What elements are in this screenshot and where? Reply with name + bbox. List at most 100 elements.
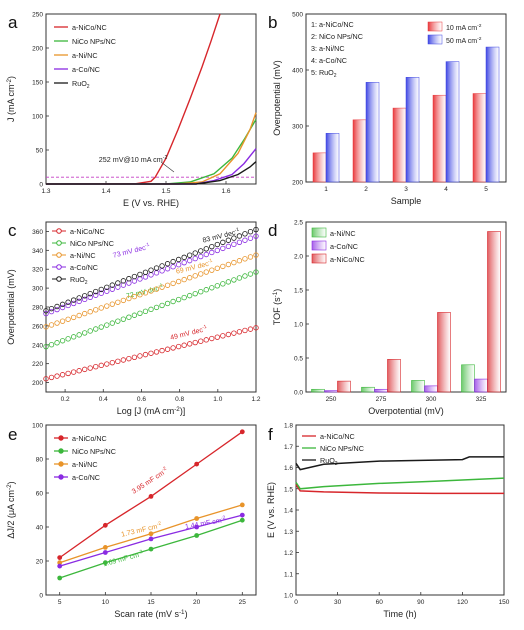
data-point	[170, 264, 176, 270]
panel-d: d 0.0 0.5 1.0 1.5 2.0 2.5 250 275 300 325 a-Ni/NC a-…	[268, 220, 507, 416]
data-point	[186, 257, 193, 264]
series-line	[295, 456, 504, 471]
y-tick-label: 1.2	[284, 550, 293, 557]
data-point	[43, 310, 49, 317]
x-axis-label: Overpotential (mV)	[368, 406, 444, 416]
data-point	[214, 334, 221, 340]
data-point	[231, 235, 237, 241]
panel-letter: c	[8, 221, 17, 240]
y-tick-label: 40	[36, 525, 44, 532]
panel-letter: b	[268, 13, 277, 32]
data-point	[87, 294, 93, 301]
y-axis-label: ΔJ/2 (μA cm-2)	[6, 481, 16, 538]
y-tick-label: 1.0	[294, 322, 303, 329]
x-tick-label: 20	[193, 599, 201, 606]
y-tick-label: 100	[32, 114, 43, 121]
data-point	[175, 261, 182, 268]
data-point	[203, 337, 209, 343]
data-point	[87, 290, 93, 297]
panel-letter: e	[8, 425, 17, 444]
data-point	[153, 286, 160, 292]
data-point	[81, 293, 88, 299]
data-point	[131, 278, 138, 284]
data-point	[153, 270, 160, 276]
panel-letter: d	[268, 221, 277, 240]
data-point	[98, 324, 104, 330]
data-point	[148, 494, 154, 499]
data-point	[181, 342, 187, 348]
bar	[324, 390, 338, 393]
legend-label: RuO2	[70, 275, 88, 286]
x-tick-label: 0.8	[175, 396, 184, 403]
data-point	[76, 298, 82, 305]
data-point	[126, 314, 132, 320]
x-tick-label: 0.6	[137, 396, 146, 403]
x-tick-label: 4	[444, 186, 448, 193]
data-point	[148, 350, 154, 356]
legend-marker	[58, 474, 64, 480]
data-point	[76, 368, 82, 374]
data-point	[159, 302, 165, 309]
y-tick-label: 300	[292, 124, 303, 131]
data-point	[153, 349, 160, 355]
data-point	[170, 298, 176, 305]
y-tick-label: 300	[32, 286, 43, 293]
data-point	[142, 269, 149, 276]
data-point	[220, 263, 226, 270]
data-point	[43, 376, 49, 382]
data-point	[102, 522, 108, 528]
panel-letter: f	[268, 425, 273, 444]
y-tick-label: 280	[32, 305, 43, 312]
data-point	[93, 288, 99, 295]
y-tick-label: 60	[36, 491, 44, 498]
y-tick-label: 340	[32, 248, 43, 255]
data-point	[126, 280, 132, 286]
legend-swatch	[311, 253, 327, 264]
data-point	[104, 288, 110, 294]
data-point	[239, 429, 245, 435]
data-point	[175, 256, 182, 263]
y-axis-label: J (mA cm-2)	[6, 76, 16, 122]
y-tick-label: 2.5	[294, 220, 303, 227]
data-point	[59, 304, 66, 311]
data-point	[120, 297, 127, 304]
y-tick-label: 500	[292, 12, 303, 19]
y-axis-label: E (V vs. RHE)	[266, 482, 276, 538]
data-point	[220, 239, 226, 246]
legend-marker	[58, 461, 64, 467]
legend-label: NiCo NPs/NC	[72, 37, 116, 46]
data-point	[194, 516, 200, 521]
data-point	[194, 461, 200, 467]
bar	[312, 152, 327, 183]
data-point	[98, 362, 104, 369]
data-point	[43, 324, 49, 330]
legend-marker	[56, 240, 62, 246]
data-point	[192, 255, 198, 262]
data-point	[65, 316, 71, 322]
data-point	[236, 329, 243, 335]
data-point	[70, 369, 77, 375]
data-point	[159, 268, 165, 274]
data-point	[148, 272, 154, 278]
bar	[487, 231, 501, 393]
y-tick-label: 1.7	[284, 444, 293, 451]
data-point	[54, 320, 60, 326]
legend-swatch	[311, 240, 327, 251]
bar	[432, 94, 447, 183]
x-tick-label: 150	[499, 599, 510, 606]
data-point	[253, 226, 259, 233]
bar	[474, 378, 488, 393]
x-tick-label: 5	[484, 186, 488, 193]
data-point	[98, 305, 104, 311]
y-tick-label: 0	[39, 593, 43, 600]
data-point	[247, 326, 254, 332]
data-point	[70, 334, 77, 340]
y-tick-label: 1.8	[284, 423, 293, 430]
x-tick-label: 120	[457, 599, 468, 606]
data-point	[175, 278, 182, 285]
x-tick-label: 275	[376, 396, 387, 403]
bar	[352, 119, 367, 183]
legend-marker	[56, 276, 62, 282]
data-point	[54, 303, 60, 310]
x-tick-label: 5	[58, 599, 62, 606]
